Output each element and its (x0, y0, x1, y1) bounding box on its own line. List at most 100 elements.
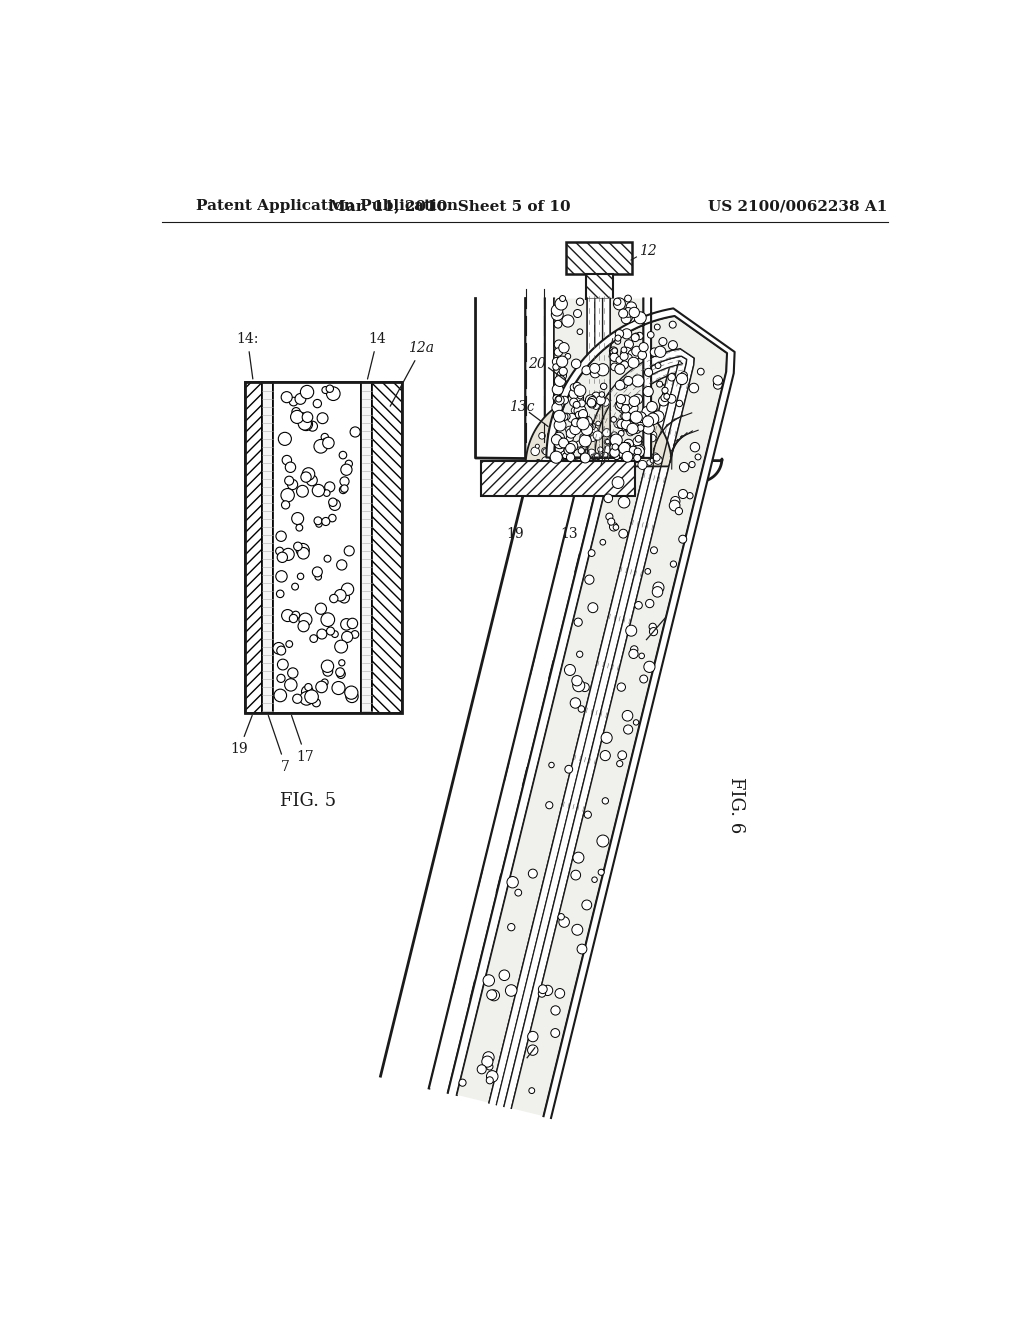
Circle shape (341, 465, 352, 475)
Bar (262, 381, 273, 713)
Circle shape (573, 383, 581, 391)
Circle shape (305, 684, 312, 690)
Polygon shape (457, 298, 689, 1102)
Circle shape (299, 612, 312, 626)
Circle shape (636, 333, 643, 339)
Circle shape (641, 441, 649, 450)
Circle shape (640, 675, 647, 682)
Circle shape (327, 627, 335, 635)
Circle shape (298, 620, 309, 632)
Circle shape (589, 404, 592, 408)
Circle shape (332, 631, 338, 638)
Circle shape (528, 1088, 535, 1093)
Circle shape (554, 341, 563, 348)
Circle shape (634, 414, 643, 422)
Circle shape (322, 517, 330, 525)
Circle shape (499, 970, 510, 981)
Polygon shape (497, 298, 687, 1106)
Circle shape (341, 619, 352, 630)
Circle shape (618, 430, 624, 436)
Text: 17: 17 (292, 715, 314, 763)
Circle shape (542, 447, 548, 454)
Circle shape (650, 458, 655, 463)
Circle shape (566, 434, 573, 442)
Circle shape (635, 602, 642, 609)
Circle shape (314, 517, 322, 525)
Circle shape (565, 766, 572, 774)
Bar (373, 381, 402, 713)
Circle shape (296, 524, 303, 531)
Circle shape (565, 354, 570, 359)
Circle shape (530, 870, 537, 876)
Circle shape (565, 444, 575, 453)
Polygon shape (511, 298, 727, 1117)
Circle shape (585, 462, 594, 470)
Circle shape (649, 623, 656, 631)
Circle shape (559, 367, 567, 375)
Circle shape (578, 393, 584, 399)
Circle shape (572, 393, 584, 404)
Circle shape (561, 368, 566, 374)
Circle shape (599, 458, 605, 463)
Circle shape (577, 463, 580, 466)
Circle shape (618, 309, 628, 318)
Circle shape (625, 339, 634, 348)
Circle shape (310, 635, 317, 643)
Circle shape (326, 385, 334, 392)
Circle shape (638, 351, 646, 359)
Circle shape (643, 422, 654, 434)
Circle shape (649, 405, 657, 413)
Circle shape (624, 421, 634, 432)
Circle shape (593, 403, 599, 409)
Circle shape (344, 586, 352, 594)
Circle shape (322, 387, 329, 393)
Circle shape (585, 576, 594, 585)
Circle shape (599, 450, 602, 454)
Circle shape (597, 836, 609, 847)
Polygon shape (504, 298, 694, 1109)
Circle shape (610, 447, 620, 457)
Circle shape (300, 385, 313, 399)
Circle shape (670, 500, 680, 511)
Circle shape (610, 441, 615, 446)
Circle shape (617, 424, 623, 429)
Circle shape (588, 549, 595, 557)
Circle shape (600, 540, 605, 545)
Circle shape (571, 408, 578, 413)
Circle shape (282, 610, 294, 622)
Circle shape (632, 359, 638, 364)
Circle shape (633, 719, 639, 725)
Circle shape (570, 384, 578, 391)
Circle shape (577, 298, 584, 305)
Circle shape (606, 449, 612, 455)
Circle shape (579, 414, 588, 424)
Circle shape (351, 631, 358, 639)
Circle shape (690, 442, 699, 451)
Circle shape (628, 350, 639, 362)
Circle shape (637, 414, 649, 426)
Circle shape (301, 685, 313, 697)
Circle shape (630, 446, 637, 454)
Circle shape (581, 424, 587, 430)
Circle shape (569, 399, 579, 407)
Circle shape (275, 531, 287, 541)
Circle shape (330, 499, 340, 511)
Bar (481, 461, 635, 495)
Circle shape (597, 363, 609, 376)
Circle shape (578, 329, 583, 334)
Circle shape (346, 690, 358, 702)
Circle shape (507, 876, 518, 888)
Circle shape (624, 308, 633, 317)
Circle shape (564, 450, 573, 459)
Circle shape (508, 924, 515, 931)
Circle shape (539, 990, 546, 997)
Circle shape (614, 447, 625, 458)
Circle shape (554, 432, 564, 444)
Circle shape (616, 760, 623, 767)
Circle shape (562, 315, 574, 327)
Text: US 2100/0062238 A1: US 2100/0062238 A1 (708, 199, 888, 213)
Circle shape (578, 944, 587, 954)
Circle shape (543, 449, 549, 455)
Circle shape (340, 477, 349, 486)
Circle shape (621, 421, 631, 432)
